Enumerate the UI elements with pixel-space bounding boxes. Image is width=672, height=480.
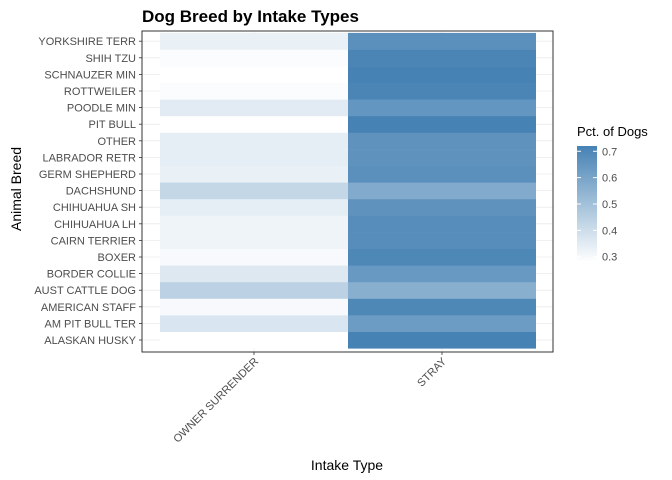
heatmap-cell — [160, 182, 348, 200]
legend-title: Pct. of Dogs — [577, 124, 648, 139]
heatmap-tiles — [160, 32, 536, 349]
y-tick-label: DACHSHUND — [66, 186, 136, 198]
plot-panel — [141, 30, 554, 353]
legend-colorbar — [577, 146, 597, 262]
x-tick-label: OWNER SURRENDER — [171, 356, 261, 446]
y-tick-label: SCHNAUZER MIN — [44, 69, 136, 81]
heatmap-cell — [348, 66, 536, 83]
heatmap-cell — [160, 99, 348, 117]
y-tick-label: AUST CATTLE DOG — [34, 285, 136, 297]
heatmap-cell — [160, 82, 348, 100]
heatmap-cell — [160, 49, 348, 67]
heatmap-cell — [160, 115, 348, 133]
heatmap-cell — [348, 315, 536, 332]
heatmap-cell — [160, 265, 348, 283]
heatmap-cell — [348, 215, 536, 233]
heatmap-cell — [160, 298, 348, 316]
heatmap-cell — [348, 248, 536, 266]
y-tick-label: AM PIT BULL TER — [45, 318, 137, 330]
y-tick-label: SHIH TZU — [85, 53, 136, 65]
x-axis-title: Intake Type — [311, 457, 383, 473]
legend-tick-label: 0.3 — [602, 252, 617, 264]
y-tick-label: POODLE MIN — [67, 103, 136, 115]
y-tick-label: AMERICAN STAFF — [41, 302, 136, 314]
heatmap-cell — [160, 281, 348, 299]
y-axis-title: Animal Breed — [8, 147, 24, 231]
y-tick-label: CHIHUAHUA SH — [53, 202, 136, 214]
heatmap-cell — [348, 82, 536, 100]
heatmap-cell — [348, 331, 536, 349]
y-tick-label: YORKSHIRE TERR — [38, 36, 136, 48]
heatmap-cell — [348, 32, 536, 50]
legend-tick-label: 0.6 — [602, 173, 617, 185]
chart-title: Dog Breed by Intake Types — [142, 7, 359, 26]
heatmap-cell — [348, 281, 536, 299]
y-tick-label: CHIHUAHUA LH — [54, 219, 136, 231]
y-tick-label: CAIRN TERRIER — [51, 235, 136, 247]
y-tick-label: BORDER COLLIE — [47, 269, 136, 281]
x-axis: OWNER SURRENDER STRAY — [171, 352, 450, 446]
heatmap-cell — [160, 198, 348, 216]
heatmap-cell — [348, 132, 536, 150]
y-tick-label: BOXER — [97, 252, 136, 264]
heatmap-cell — [160, 32, 348, 50]
heatmap-cell — [348, 182, 536, 200]
y-tick-label: OTHER — [98, 136, 137, 148]
heatmap-cell — [160, 165, 348, 183]
y-axis: ALASKAN HUSKY AM PIT BULL TER AMERICAN STA… — [34, 36, 142, 347]
heatmap-cell — [348, 198, 536, 216]
heatmap-cell — [348, 165, 536, 183]
heatmap-cell — [348, 115, 536, 133]
legend-tick-label: 0.4 — [602, 225, 617, 237]
legend-tick-label: 0.5 — [602, 199, 617, 211]
heatmap-cell — [160, 331, 348, 349]
legend-tick-label: 0.7 — [602, 146, 617, 158]
y-tick-label: GERM SHEPHERD — [39, 169, 136, 181]
y-tick-label: ROTTWEILER — [64, 86, 136, 98]
heatmap-cell — [160, 66, 348, 83]
heatmap-cell — [348, 149, 536, 166]
y-tick-label: PIT BULL — [89, 119, 137, 131]
heatmap-cell — [160, 215, 348, 233]
heatmap-cell — [160, 248, 348, 266]
heatmap-cell — [348, 99, 536, 117]
heatmap-cell — [160, 315, 348, 332]
heatmap-cell — [160, 132, 348, 150]
y-tick-label: ALASKAN HUSKY — [44, 335, 136, 347]
heatmap-cell — [348, 49, 536, 67]
heatmap-cell — [348, 298, 536, 316]
color-legend: Pct. of Dogs 0.3 0.4 0.5 0.6 0.7 — [577, 124, 648, 264]
y-tick-label: LABRADOR RETR — [42, 152, 136, 164]
panel-border — [141, 30, 554, 353]
heatmap-cell — [348, 265, 536, 283]
heatmap-cell — [160, 232, 348, 249]
heatmap-cell — [348, 232, 536, 249]
heatmap-cell — [160, 149, 348, 166]
x-tick-label: STRAY — [415, 355, 449, 389]
